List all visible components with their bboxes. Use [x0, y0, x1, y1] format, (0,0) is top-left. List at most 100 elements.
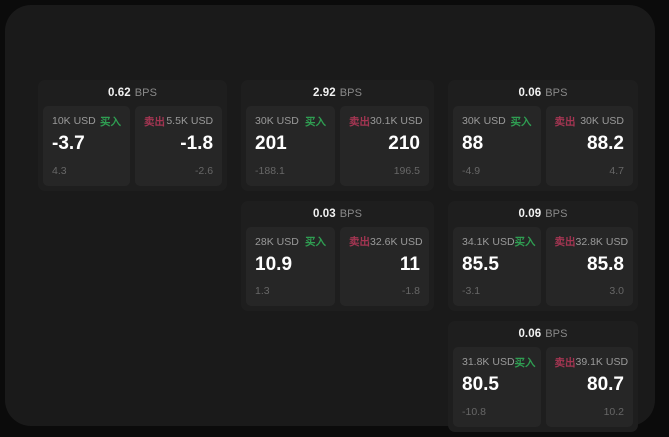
quote-price: 85.8 [587, 253, 624, 275]
quote-delta: -2.6 [194, 164, 214, 177]
quote-panel-row: 34.1K USD 买入 85.5 -3.1 卖出 32.8K USD 85.8 3.0 [448, 226, 638, 307]
quote-size-label: 30K USD [255, 115, 299, 127]
quote-panel-row: 28K USD 买入 10.9 1.3 卖出 32.6K USD 11 -1.8 [241, 226, 434, 307]
ask-quote-panel[interactable]: 卖出 39.1K USD 80.7 10.2 [545, 347, 633, 427]
card-spread-header: 0.03 BPS [241, 201, 434, 227]
card-spread-header: 0.06 BPS [448, 321, 638, 347]
ask-quote-panel[interactable]: 卖出 30.1K USD 210 196.5 [340, 106, 429, 186]
quote-price: 210 [388, 133, 420, 154]
bid-quote-panel[interactable]: 34.1K USD 买入 85.5 -3.1 [453, 226, 541, 307]
spread-bps-unit: BPS [339, 87, 363, 99]
quote-delta: -1.8 [401, 285, 420, 298]
quote-price: 11 [399, 253, 420, 275]
spread-bps-value: 0.09 [518, 207, 542, 220]
bid-quote-panel[interactable]: 31.8K USD 买入 80.5 -10.8 [453, 347, 541, 427]
card-spread-header: 0.06 BPS [448, 80, 638, 106]
quote-delta: 10.2 [603, 405, 624, 418]
quote-card[interactable]: 0.06 BPS 30K USD 买入 88 -4.9 卖出 30K USD 88.2 4.7 [448, 80, 638, 191]
ask-quote-panel[interactable]: 卖出 5.5K USD -1.8 -2.6 [135, 106, 223, 186]
quote-panel-header: 30K USD 买入 [462, 114, 532, 128]
buy-side-label[interactable]: 买入 [514, 356, 536, 369]
spread-bps-unit: BPS [545, 87, 568, 99]
buy-side-label[interactable]: 买入 [100, 115, 122, 128]
quote-size-label: 28K USD [255, 235, 299, 248]
column-2: 2.92 BPS 30K USD 买入 201 -188.1 卖出 30.1K USD 210 1… [241, 80, 434, 312]
quote-panel-header: 31.8K USD 买入 [462, 355, 536, 369]
quote-price: 80.5 [462, 374, 499, 396]
quote-panel-row: 30K USD 买入 88 -4.9 卖出 30K USD 88.2 4.7 [448, 106, 638, 186]
quote-panel-header: 卖出 32.6K USD [349, 235, 423, 249]
quote-size-label: 32.6K USD [370, 235, 423, 248]
quote-card[interactable]: 0.09 BPS 34.1K USD 买入 85.5 -3.1 卖出 32.8K USD 85.… [448, 200, 638, 312]
quote-panel-header: 卖出 30K USD [555, 114, 625, 128]
quote-card[interactable]: 0.06 BPS 31.8K USD 买入 80.5 -10.8 卖出 39.1K USD 80… [448, 321, 638, 432]
quote-panel-header: 卖出 30.1K USD [349, 114, 423, 128]
quote-size-label: 32.8K USD [575, 235, 629, 248]
buy-side-label[interactable]: 买入 [514, 236, 536, 249]
quote-panel-row: 10K USD 买入 -3.7 4.3 卖出 5.5K USD -1.8 -2.6 [38, 106, 227, 186]
quote-size-label: 39.1K USD [575, 356, 629, 369]
spread-bps-value: 0.06 [518, 87, 542, 99]
quote-delta: -10.8 [462, 405, 486, 418]
quote-delta: -3.1 [462, 285, 481, 298]
quote-card-grid: 0.62 BPS 10K USD 买入 -3.7 4.3 卖出 5.5K USD -1.8 -2.… [38, 80, 638, 432]
spread-bps-unit: BPS [339, 207, 363, 220]
quote-price: 10.9 [255, 253, 293, 275]
sell-side-label[interactable]: 卖出 [349, 236, 371, 249]
quote-delta: 3.0 [609, 285, 624, 298]
sell-side-label[interactable]: 卖出 [554, 356, 576, 369]
card-spread-header: 0.62 BPS [38, 80, 227, 106]
quote-board-window: 0.62 BPS 10K USD 买入 -3.7 4.3 卖出 5.5K USD -1.8 -2.… [5, 5, 655, 432]
bid-quote-panel[interactable]: 30K USD 买入 88 -4.9 [453, 106, 541, 186]
spread-bps-value: 0.03 [312, 207, 336, 220]
quote-size-label: 10K USD [52, 115, 96, 127]
spread-bps-unit: BPS [134, 87, 158, 99]
quote-price: -1.8 [180, 133, 214, 154]
bid-quote-panel[interactable]: 30K USD 买入 201 -188.1 [246, 106, 336, 186]
quote-panel-header: 卖出 39.1K USD [554, 355, 629, 369]
buy-side-label[interactable]: 买入 [305, 115, 327, 128]
sell-side-label[interactable]: 卖出 [349, 115, 371, 128]
quote-card[interactable]: 2.92 BPS 30K USD 买入 201 -188.1 卖出 30.1K USD 210 1… [241, 80, 434, 191]
quote-delta: -188.1 [255, 164, 285, 177]
ask-quote-panel[interactable]: 卖出 30K USD 88.2 4.7 [545, 106, 633, 186]
quote-panel-row: 30K USD 买入 201 -188.1 卖出 30.1K USD 210 196.5 [241, 106, 434, 186]
bid-quote-panel[interactable]: 10K USD 买入 -3.7 4.3 [43, 106, 131, 186]
column-1: 0.62 BPS 10K USD 买入 -3.7 4.3 卖出 5.5K USD -1.8 -2.… [38, 80, 228, 191]
quote-price: 80.7 [587, 374, 624, 396]
card-spread-header: 0.09 BPS [448, 201, 638, 227]
spread-bps-unit: BPS [545, 328, 568, 341]
quote-delta: 4.3 [52, 164, 67, 177]
quote-panel-row: 31.8K USD 买入 80.5 -10.8 卖出 39.1K USD 80.7 10.2 [448, 347, 638, 427]
bid-quote-panel[interactable]: 28K USD 买入 10.9 1.3 [246, 226, 336, 307]
quote-panel-header: 34.1K USD 买入 [462, 235, 536, 249]
column-3: 0.06 BPS 30K USD 买入 88 -4.9 卖出 30K USD 88.2 4.7 0.… [448, 80, 638, 432]
quote-delta: 4.7 [609, 164, 624, 177]
card-spread-header: 2.92 BPS [241, 80, 434, 106]
quote-price: -3.7 [52, 133, 85, 154]
quote-price: 88 [462, 133, 484, 154]
quote-card[interactable]: 0.03 BPS 28K USD 买入 10.9 1.3 卖出 32.6K USD 11 -1.8 [241, 200, 434, 312]
quote-card[interactable]: 0.62 BPS 10K USD 买入 -3.7 4.3 卖出 5.5K USD -1.8 -2.… [38, 80, 228, 191]
quote-panel-header: 10K USD 买入 [52, 114, 121, 128]
sell-side-label[interactable]: 卖出 [144, 115, 166, 128]
quote-size-label: 31.8K USD [462, 356, 515, 369]
buy-side-label[interactable]: 买入 [305, 236, 327, 249]
quote-panel-header: 卖出 5.5K USD [144, 114, 213, 128]
spread-bps-value: 0.62 [107, 87, 131, 99]
quote-size-label: 34.1K USD [462, 235, 515, 248]
spread-bps-unit: BPS [545, 207, 568, 220]
sell-side-label[interactable]: 卖出 [554, 236, 576, 249]
quote-price: 201 [255, 133, 287, 154]
quote-panel-header: 28K USD 买入 [255, 235, 326, 249]
quote-size-label: 30K USD [462, 115, 506, 127]
quote-size-label: 5.5K USD [166, 115, 214, 127]
ask-quote-panel[interactable]: 卖出 32.6K USD 11 -1.8 [340, 226, 429, 307]
spread-bps-value: 2.92 [312, 87, 336, 99]
sell-side-label[interactable]: 卖出 [554, 115, 576, 128]
quote-size-label: 30K USD [580, 115, 624, 127]
quote-price: 85.5 [462, 253, 499, 275]
buy-side-label[interactable]: 买入 [510, 115, 532, 128]
ask-quote-panel[interactable]: 卖出 32.8K USD 85.8 3.0 [545, 226, 633, 307]
quote-size-label: 30.1K USD [370, 115, 423, 127]
